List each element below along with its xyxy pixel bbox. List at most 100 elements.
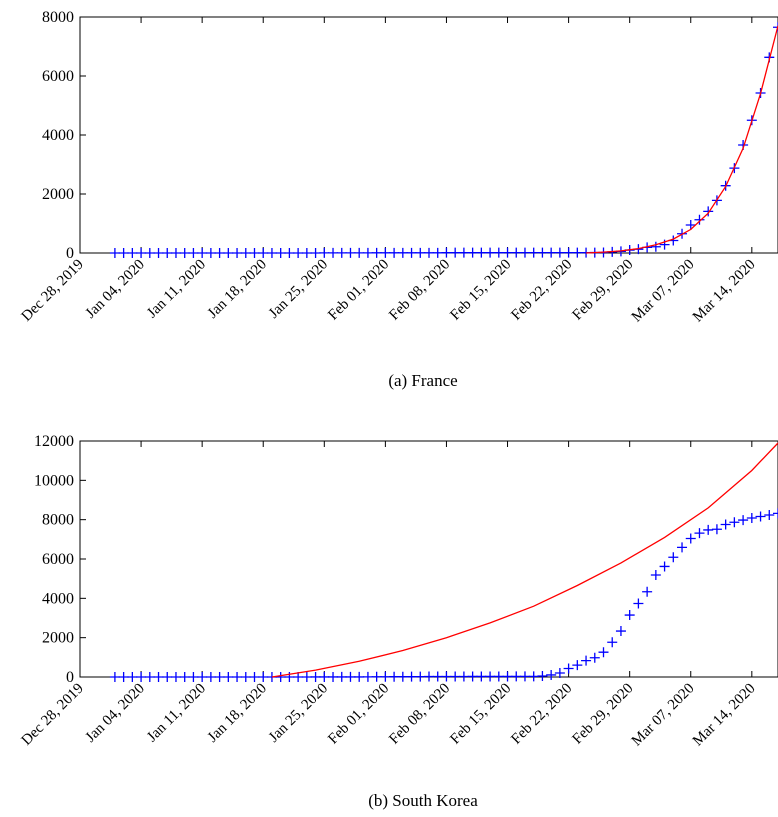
- data-point-marker: [773, 22, 778, 33]
- data-point-marker: [703, 524, 714, 535]
- x-tick-label: Feb 22, 2020: [508, 257, 575, 324]
- data-point-marker: [607, 637, 618, 648]
- data-point-marker: [170, 248, 181, 258]
- data-point-marker: [694, 528, 705, 539]
- data-point-marker: [153, 248, 164, 258]
- data-point-marker: [519, 671, 530, 682]
- y-tick-label: 8000: [42, 9, 74, 26]
- data-point-marker: [458, 247, 469, 258]
- data-point-marker: [554, 247, 565, 258]
- y-tick-label: 8000: [42, 512, 74, 529]
- model-fit-line: [271, 442, 778, 678]
- data-point-marker: [511, 247, 522, 258]
- x-tick-label: Feb 01, 2020: [325, 681, 392, 748]
- data-point-marker: [642, 586, 653, 597]
- data-point-marker: [764, 510, 775, 521]
- x-tick-label: Jan 18, 2020: [205, 257, 270, 322]
- data-point-marker: [502, 671, 513, 682]
- data-point-marker: [205, 248, 216, 258]
- y-tick-label: 12000: [34, 433, 74, 450]
- x-tick-label: Feb 29, 2020: [570, 681, 637, 748]
- data-point-marker: [450, 247, 461, 258]
- data-point-marker: [746, 512, 757, 523]
- data-point-marker: [415, 247, 426, 258]
- data-point-marker: [458, 671, 469, 682]
- data-point-marker: [546, 669, 557, 680]
- data-point-marker: [406, 247, 417, 258]
- y-tick-label: 10000: [34, 472, 74, 489]
- data-point-marker: [424, 671, 434, 682]
- data-point-marker: [380, 247, 391, 258]
- data-point-marker: [729, 517, 740, 528]
- y-tick-label: 0: [66, 669, 74, 686]
- x-tick-label: Mar 07, 2020: [629, 681, 698, 750]
- data-point-marker: [362, 247, 373, 258]
- data-point-marker: [197, 248, 208, 258]
- data-point-marker: [345, 671, 356, 682]
- data-point-marker: [528, 671, 539, 682]
- data-point-marker: [275, 671, 286, 682]
- data-point-marker: [223, 248, 234, 258]
- data-point-marker: [153, 672, 164, 682]
- data-point-marker: [441, 247, 452, 258]
- x-tick-label: Jan 04, 2020: [83, 257, 148, 322]
- data-point-marker: [118, 672, 129, 682]
- data-point-marker: [275, 248, 286, 258]
- data-point-marker: [598, 647, 609, 658]
- x-tick-label: Dec 28, 2019: [19, 257, 87, 325]
- data-point-marker: [310, 671, 321, 682]
- data-point-marker: [336, 247, 347, 258]
- data-point-marker: [572, 660, 583, 671]
- data-point-marker: [537, 670, 548, 681]
- data-point-marker: [554, 667, 565, 678]
- data-point-marker: [371, 247, 382, 258]
- data-point-marker: [336, 671, 347, 682]
- data-point-marker: [345, 247, 356, 258]
- data-point-marker: [415, 671, 426, 682]
- data-point-marker: [249, 248, 260, 258]
- data-point-marker: [214, 672, 225, 682]
- data-point-marker: [179, 248, 190, 258]
- model-fit-line: [585, 25, 778, 254]
- data-point-marker: [240, 248, 251, 258]
- data-point-marker: [258, 672, 269, 682]
- data-point-marker: [249, 672, 260, 682]
- data-point-marker: [214, 248, 225, 258]
- y-tick-label: 0: [66, 245, 74, 262]
- x-tick-label: Feb 29, 2020: [570, 257, 637, 324]
- data-point-marker: [109, 248, 120, 258]
- caption-south-korea: (b) South Korea: [368, 791, 478, 810]
- data-point-marker: [136, 672, 147, 682]
- plot-frame: [79, 16, 778, 254]
- data-point-marker: [485, 671, 496, 682]
- data-point-marker: [519, 247, 530, 258]
- x-tick-label: Jan 18, 2020: [205, 681, 270, 746]
- data-point-marker: [738, 515, 749, 526]
- x-tick-label: Jan 25, 2020: [266, 681, 331, 746]
- x-tick-label: Mar 14, 2020: [690, 257, 759, 326]
- data-point-marker: [232, 248, 243, 258]
- data-point-marker: [266, 248, 277, 258]
- x-tick-label: Mar 07, 2020: [629, 257, 698, 326]
- data-point-marker: [197, 672, 208, 682]
- data-point-marker: [179, 672, 190, 682]
- data-point-marker: [293, 248, 304, 258]
- data-point-marker: [319, 247, 330, 258]
- data-point-marker: [432, 247, 443, 258]
- data-point-marker: [389, 247, 400, 258]
- data-point-marker: [485, 247, 496, 258]
- data-point-marker: [633, 598, 644, 609]
- x-tick-label: Feb 22, 2020: [508, 681, 575, 748]
- data-point-marker: [502, 247, 513, 258]
- x-tick-label: Feb 08, 2020: [386, 257, 453, 324]
- data-point-marker: [310, 248, 321, 258]
- data-point-marker: [493, 247, 504, 258]
- data-point-marker: [380, 671, 391, 682]
- data-point-marker: [659, 561, 670, 572]
- data-point-marker: [476, 247, 487, 258]
- data-point-marker: [711, 524, 722, 535]
- data-point-marker: [572, 247, 583, 258]
- data-point-marker: [685, 533, 696, 544]
- data-point-marker: [755, 511, 766, 522]
